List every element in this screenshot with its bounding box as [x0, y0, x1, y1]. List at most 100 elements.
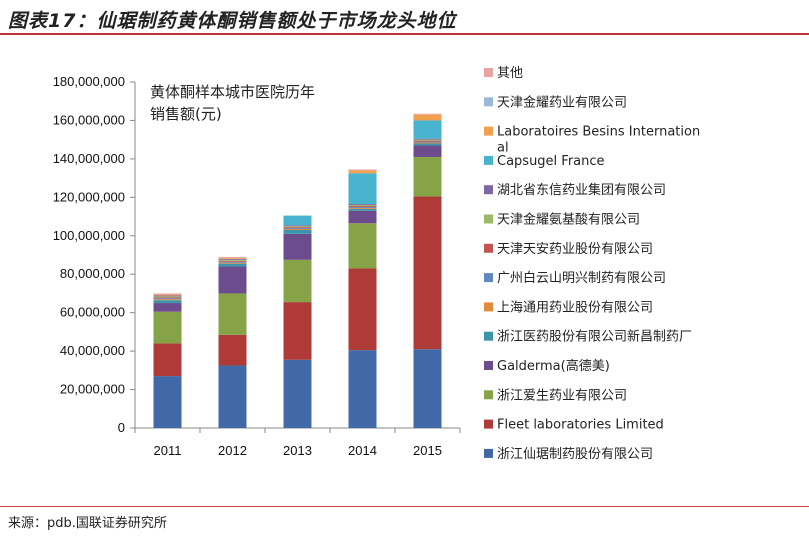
bar-segment	[218, 261, 247, 263]
legend-label: 天津金耀药业有限公司	[497, 94, 627, 110]
bar-segment	[153, 294, 182, 296]
bar-segment	[218, 260, 247, 262]
x-tick-label: 2012	[218, 443, 247, 458]
legend-swatch	[484, 302, 493, 312]
legend-item: 湖北省东信药业集团有限公司	[484, 182, 666, 198]
legend-swatch	[484, 448, 493, 458]
legend-item: 广州白云山明兴制药有限公司	[484, 270, 666, 286]
legend-item: 天津金耀氨基酸有限公司	[484, 212, 640, 228]
bar-segment	[153, 311, 182, 344]
bar-segment	[153, 293, 182, 295]
x-tick-label: 2014	[348, 443, 377, 458]
bar-segment	[283, 227, 312, 229]
bar-segment	[348, 169, 377, 171]
bar-segment	[283, 228, 312, 230]
legend-swatch	[484, 97, 493, 107]
legend-item: Fleet laboratories Limited	[484, 418, 664, 433]
legend-swatch	[484, 419, 493, 429]
bar-segment	[413, 120, 442, 139]
bar-segment	[283, 230, 312, 234]
bar-segment	[348, 223, 377, 269]
bar-stack-2014	[348, 169, 377, 428]
legend-item: 浙江爱生药业有限公司	[484, 388, 627, 403]
figure-title: 图表17：仙琚制药黄体酮销售额处于市场龙头地位	[8, 10, 457, 32]
bar-segment	[413, 145, 442, 157]
bar-segment	[153, 295, 182, 297]
bar-segment	[413, 114, 442, 121]
y-tick-label: 40,000,000	[60, 343, 125, 358]
bar-segment	[153, 376, 182, 428]
bar-segment	[413, 141, 442, 143]
legend-item: Capsugel France	[484, 154, 605, 169]
legend-item: 浙江医药股份有限公司新昌制药厂	[484, 329, 692, 345]
x-axis: 2011 2012 2013 2014 2015	[134, 427, 461, 458]
bar-segment	[348, 173, 377, 205]
bar-segment	[153, 343, 182, 377]
bar-segment	[348, 207, 377, 209]
bar-segment	[153, 299, 182, 301]
bar-segment	[218, 262, 247, 264]
legend-swatch	[484, 214, 493, 224]
bar-segment	[348, 205, 377, 206]
bar-segment	[218, 263, 247, 267]
legend-label: 天津金耀氨基酸有限公司	[497, 212, 640, 228]
bars	[153, 113, 442, 428]
bar-stack-2013	[283, 215, 312, 428]
y-axis: 0 20,000,000 40,000,000 60,000,000 80,000,00…	[53, 74, 136, 435]
bar-segment	[413, 349, 442, 428]
y-tick-label: 80,000,000	[60, 266, 125, 281]
footer-rule	[0, 506, 809, 507]
legend-swatch	[484, 390, 493, 400]
bar-segment	[218, 365, 247, 428]
x-tick-label: 2011	[154, 443, 182, 458]
bar-stack-2015	[413, 113, 442, 428]
legend-label: Fleet laboratories Limited	[497, 418, 664, 433]
bar-segment	[283, 359, 312, 428]
bar-segment	[153, 303, 182, 312]
bar-segment	[413, 143, 442, 146]
bar-segment	[348, 350, 377, 428]
bar-segment	[348, 205, 377, 207]
legend-swatch	[484, 185, 493, 195]
legend-swatch	[484, 68, 493, 77]
legend-item: Laboratoires Besins Internation al	[484, 125, 700, 156]
bar-segment	[413, 196, 442, 350]
x-tick-label: 2013	[283, 443, 312, 458]
bar-segment	[348, 210, 377, 224]
bar-segment	[283, 259, 312, 303]
bar-segment	[348, 268, 377, 351]
legend-swatch	[484, 126, 493, 136]
bar-segment	[413, 138, 442, 140]
title-rule	[0, 33, 809, 35]
bar-segment	[153, 300, 182, 304]
bar-stack-2012	[218, 256, 247, 428]
bar-segment	[153, 298, 182, 300]
legend-label: 浙江爱生药业有限公司	[497, 388, 627, 403]
legend-item: Galderma(高德美)	[484, 358, 610, 374]
bar-segment	[348, 206, 377, 208]
y-tick-label: 100,000,000	[53, 228, 125, 243]
bar-segment	[153, 297, 182, 299]
legend-swatch	[484, 243, 493, 253]
chart-title-line-1: 黄体酮样本城市医院历年	[150, 83, 315, 101]
bar-segment	[348, 204, 377, 206]
legend-label: Capsugel France	[497, 154, 605, 169]
bar-segment	[283, 233, 312, 260]
y-tick-label: 180,000,000	[53, 74, 125, 89]
y-tick-label: 140,000,000	[53, 151, 125, 166]
legend-swatch	[484, 331, 493, 341]
legend-swatch	[484, 361, 493, 370]
legend-label: 上海通用药业股份有限公司	[497, 300, 653, 315]
legend-label: 湖北省东信药业集团有限公司	[497, 182, 666, 198]
legend-item: 天津天安药业股份有限公司	[484, 242, 653, 257]
bar-segment	[218, 334, 247, 366]
bar-stack-2011	[153, 293, 182, 428]
bar-segment	[413, 142, 442, 144]
x-tick-label: 2015	[413, 443, 442, 458]
legend-swatch	[484, 273, 493, 283]
legend-label: 广州白云山明兴制药有限公司	[497, 270, 666, 286]
bar-segment	[283, 226, 312, 228]
bar-segment	[153, 296, 182, 298]
